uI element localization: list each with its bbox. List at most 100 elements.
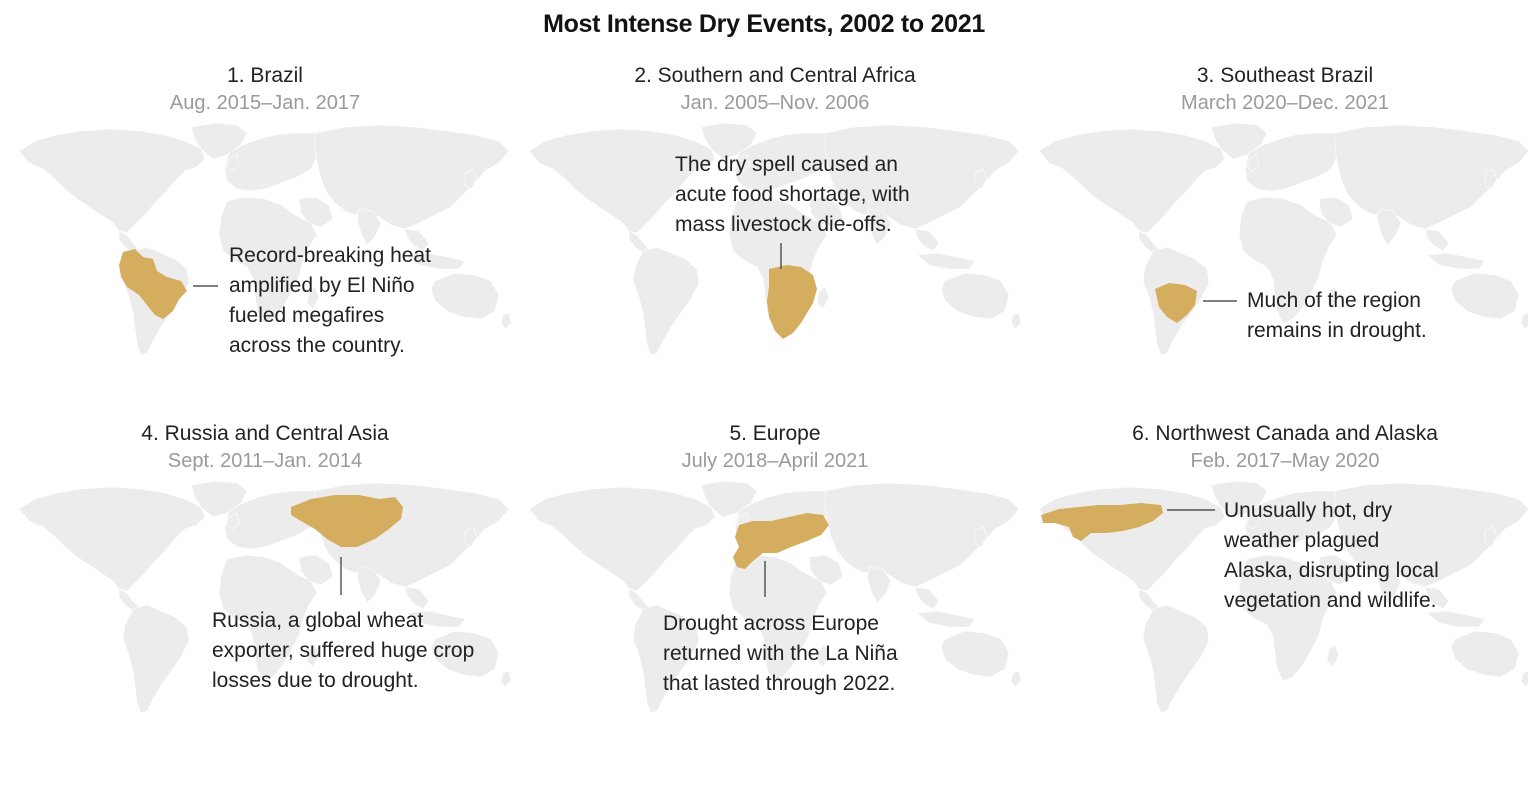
annotation-line: fueled megafires — [229, 304, 385, 327]
event-annotation: Much of the region remains in drought. — [1247, 286, 1427, 346]
landmass-north-america — [528, 128, 716, 234]
landmass-indonesia — [1426, 610, 1486, 628]
event-title: 2. Southern and Central Africa — [634, 64, 916, 87]
annotation-line: mass livestock die-offs. — [675, 213, 892, 236]
landmass-uk — [226, 512, 240, 530]
landmass-central-america — [1138, 230, 1160, 254]
annotation-line: vegetation and wildlife. — [1224, 589, 1437, 612]
annotation-line: weather plagued — [1224, 529, 1380, 552]
world-map — [528, 122, 1022, 356]
annotation-line: losses due to drought. — [212, 669, 419, 692]
landmass-north-america — [18, 128, 206, 234]
landmass-india — [866, 208, 892, 246]
landmass-new-zealand — [500, 312, 512, 330]
landmass-japan — [974, 168, 988, 190]
landmass-south-america — [1142, 604, 1210, 714]
annotation-line: Drought across Europe — [663, 612, 879, 635]
landmass-asia — [824, 482, 1020, 588]
chart-title: Most Intense Dry Events, 2002 to 2021 — [543, 10, 985, 38]
landmass-south-america — [632, 604, 700, 714]
landmass-new-zealand — [1010, 312, 1022, 330]
landmass-japan — [1484, 168, 1498, 190]
annotation-line: across the country. — [229, 334, 405, 357]
landmass-japan — [974, 526, 988, 548]
landmass-australia — [1450, 630, 1520, 678]
landmass-asia — [1334, 482, 1528, 588]
landmass-southeast-asia — [404, 586, 430, 610]
landmass-africa — [218, 554, 318, 682]
landmass-asia — [1334, 124, 1528, 230]
landmass-north-america — [528, 486, 716, 592]
landmass-japan — [1484, 526, 1498, 548]
landmass-india — [1376, 566, 1402, 604]
annotation-line: remains in drought. — [1247, 319, 1427, 342]
landmass-uk — [736, 154, 750, 172]
drought-region-europe — [733, 513, 829, 569]
landmass-japan — [464, 168, 478, 190]
landmass-africa — [728, 554, 828, 682]
landmass-central-america — [628, 230, 650, 254]
landmass-indonesia — [916, 252, 976, 270]
event-panel-southeast-brazil: 3. Southeast Brazil March 2020–Dec. 2021… — [1035, 64, 1528, 414]
landmass-middle-east — [1318, 554, 1354, 586]
annotation-line: that lasted through 2022. — [663, 672, 896, 695]
landmass-south-america — [122, 604, 190, 714]
annotation-line: Unusually hot, dry — [1224, 499, 1393, 522]
landmass-middle-east — [298, 554, 334, 586]
annotation-line: amplified by El Niño — [229, 274, 415, 297]
landmass-southeast-asia — [1424, 228, 1450, 252]
landmass-madagascar — [306, 286, 320, 310]
event-panel-southern-central-africa: 2. Southern and Central Africa Jan. 2005… — [525, 64, 1025, 414]
landmass-new-zealand — [1520, 671, 1528, 688]
landmass-india — [1376, 208, 1402, 246]
landmass-north-america — [1038, 486, 1226, 592]
annotation-line: acute food shortage, with — [675, 183, 910, 206]
event-title: 1. Brazil — [227, 64, 303, 87]
event-title: 5. Europe — [729, 422, 821, 445]
event-title: 4. Russia and Central Asia — [141, 422, 389, 445]
world-map — [1038, 122, 1528, 356]
landmass-madagascar — [816, 644, 830, 668]
landmass-europe — [1244, 132, 1342, 192]
landmass-japan — [464, 526, 478, 548]
landmass-north-america — [18, 486, 206, 592]
landmass-africa — [218, 196, 318, 324]
landmass-indonesia — [406, 610, 466, 628]
landmass-central-america — [118, 588, 140, 612]
world-map — [18, 480, 512, 714]
event-panel-russia-central-asia: 4. Russia and Central Asia Sept. 2011–Ja… — [15, 422, 515, 772]
landmass-middle-east — [808, 554, 844, 586]
event-annotation: Record-breaking heat amplified by El Niñ… — [229, 241, 431, 361]
world-map — [528, 480, 1022, 714]
landmass-australia — [940, 272, 1010, 320]
landmass-madagascar — [1326, 644, 1340, 668]
event-dates: July 2018–April 2021 — [681, 450, 869, 472]
event-annotation: The dry spell caused an acute food short… — [675, 150, 910, 240]
landmass-africa — [1238, 554, 1338, 682]
landmass-europe — [734, 132, 832, 192]
world-map — [18, 122, 512, 356]
landmass-new-zealand — [1520, 313, 1528, 330]
landmass-middle-east — [298, 196, 334, 228]
landmass-middle-east — [1318, 196, 1354, 228]
landmass-europe — [224, 132, 322, 192]
landmass-central-america — [628, 588, 650, 612]
drought-region-alaska — [1041, 503, 1163, 541]
landmass-middle-east — [808, 196, 844, 228]
landmass-uk — [1246, 512, 1260, 530]
landmass-indonesia — [916, 610, 976, 628]
landmass-australia — [1450, 272, 1520, 320]
annotation-line: Record-breaking heat — [229, 244, 431, 267]
landmass-australia — [940, 630, 1010, 678]
landmass-central-america — [118, 230, 140, 254]
event-panel-brazil: 1. Brazil Aug. 2015–Jan. 2017 Record-bre… — [15, 64, 515, 414]
event-annotation: Drought across Europe returned with the … — [663, 609, 898, 699]
landmass-uk — [226, 154, 240, 172]
drought-region-brazil — [119, 249, 187, 319]
annotation-line: exporter, suffered huge crop — [212, 639, 475, 662]
landmass-new-zealand — [1010, 670, 1022, 688]
event-panel-northwest-canada-alaska: 6. Northwest Canada and Alaska Feb. 2017… — [1035, 422, 1528, 772]
drought-region-southeast-brazil — [1155, 283, 1197, 323]
event-title: 6. Northwest Canada and Alaska — [1132, 422, 1438, 445]
landmass-india — [356, 566, 382, 604]
